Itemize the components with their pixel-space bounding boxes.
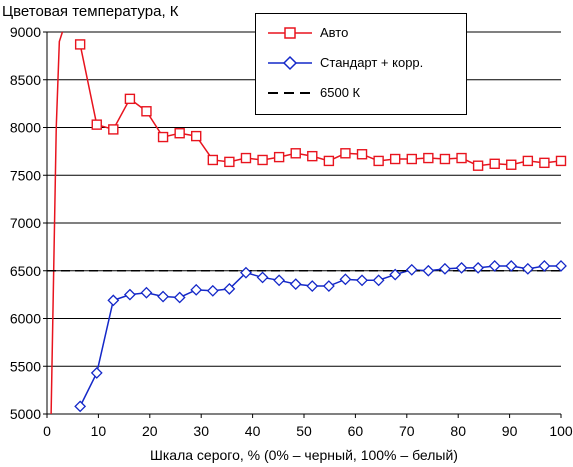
data-point-standard	[472, 261, 485, 274]
x-tick-label: 50	[296, 423, 312, 439]
y-tick-label: 5500	[10, 358, 41, 374]
data-point-standard	[356, 274, 368, 287]
data-point-auto	[323, 155, 335, 167]
axis-ticks: 5000 5500 6000 6500 7000 7500 8000 8500 9000 0 10 2…	[10, 24, 573, 439]
data-point-auto	[439, 153, 451, 165]
x-tick-label: 80	[450, 423, 466, 439]
data-point-standard	[273, 274, 286, 287]
data-point-standard	[223, 282, 236, 295]
data-point-standard	[422, 264, 435, 277]
data-point-standard	[289, 278, 302, 291]
data-point-auto	[174, 128, 185, 139]
data-point-auto	[224, 156, 235, 168]
data-point-auto	[406, 153, 417, 165]
data-point-auto	[290, 148, 301, 159]
data-point-auto	[539, 157, 550, 169]
data-point-standard	[521, 262, 534, 275]
data-point-auto	[389, 153, 401, 165]
data-point-auto	[207, 154, 219, 166]
data-point-standard	[173, 291, 186, 304]
data-point-standard	[455, 261, 468, 274]
data-point-standard	[206, 284, 219, 297]
data-point-standard	[107, 294, 120, 307]
data-point-auto	[273, 151, 285, 163]
y-tick-label: 7500	[10, 167, 41, 183]
legend-swatch-auto	[268, 27, 312, 39]
legend-swatch-standard	[268, 55, 312, 71]
data-point-auto	[191, 130, 202, 142]
data-point-standard	[538, 260, 551, 272]
data-point-auto	[423, 152, 434, 164]
y-tick-label: 8000	[10, 120, 41, 136]
legend-item-reference: 6500 К	[256, 81, 466, 105]
data-point-auto	[141, 106, 152, 117]
legend-label-standard: Стандарт + корр.	[320, 55, 424, 70]
legend-label-auto: Авто	[320, 25, 349, 40]
x-tick-label: 0	[43, 423, 51, 439]
data-point-auto	[257, 154, 268, 166]
data-point-standard	[190, 283, 203, 296]
data-point-standard	[488, 260, 501, 272]
data-point-standard	[123, 288, 136, 301]
x-tick-label: 20	[142, 423, 158, 439]
data-point-auto	[555, 155, 567, 167]
x-tick-label: 10	[91, 423, 107, 439]
data-point-standard	[90, 367, 103, 379]
data-point-auto	[157, 131, 169, 143]
data-point-auto	[489, 158, 500, 169]
data-point-auto	[356, 149, 368, 160]
y-tick-label: 6500	[10, 263, 41, 279]
data-point-standard	[372, 274, 385, 287]
x-tick-label: 60	[348, 423, 364, 439]
data-point-auto	[506, 159, 517, 170]
x-tick-label: 100	[549, 423, 573, 439]
chart-title: Цветовая температура, К	[2, 3, 179, 20]
series-line-auto-offscale	[50, 31, 64, 415]
legend-label-reference: 6500 К	[320, 85, 361, 100]
x-tick-label: 40	[245, 423, 261, 439]
data-point-auto	[472, 160, 484, 171]
data-point-standard	[74, 400, 87, 413]
data-point-auto	[124, 93, 136, 105]
legend-item-auto: Авто	[256, 21, 466, 45]
data-point-standard	[140, 286, 153, 299]
data-point-standard	[505, 260, 518, 272]
data-point-auto	[522, 155, 534, 167]
y-tick-label: 9000	[10, 24, 41, 40]
data-point-auto	[373, 155, 384, 167]
data-point-standard	[439, 262, 451, 275]
legend-swatch-reference	[268, 92, 312, 94]
data-point-auto	[456, 152, 467, 164]
data-point-standard	[157, 290, 169, 303]
legend: Авто Стандарт + корр. 6500 К	[255, 13, 467, 115]
data-point-standard	[555, 260, 567, 272]
data-point-auto	[307, 150, 318, 162]
data-point-auto	[240, 152, 252, 164]
data-point-auto	[340, 148, 351, 159]
data-point-standard	[339, 273, 352, 286]
y-tick-label: 8500	[10, 72, 41, 88]
data-point-standard	[306, 280, 319, 292]
x-tick-label: 90	[502, 423, 518, 439]
data-point-auto	[74, 39, 86, 50]
y-tick-label: 6000	[10, 311, 41, 327]
series-markers	[74, 39, 567, 413]
data-point-standard	[405, 263, 418, 276]
data-point-auto	[91, 119, 102, 130]
x-tick-label: 70	[399, 423, 415, 439]
data-point-auto	[108, 124, 119, 135]
y-tick-label: 5000	[10, 406, 41, 422]
legend-item-standard: Стандарт + корр.	[256, 51, 466, 75]
data-point-standard	[389, 268, 402, 281]
y-tick-label: 7000	[10, 215, 41, 231]
x-tick-label: 30	[193, 423, 209, 439]
data-point-standard	[240, 266, 252, 279]
data-point-standard	[256, 271, 269, 284]
data-point-standard	[322, 280, 335, 292]
x-axis-label: Шкала серого, % (0% – черный, 100% – бел…	[150, 447, 458, 463]
